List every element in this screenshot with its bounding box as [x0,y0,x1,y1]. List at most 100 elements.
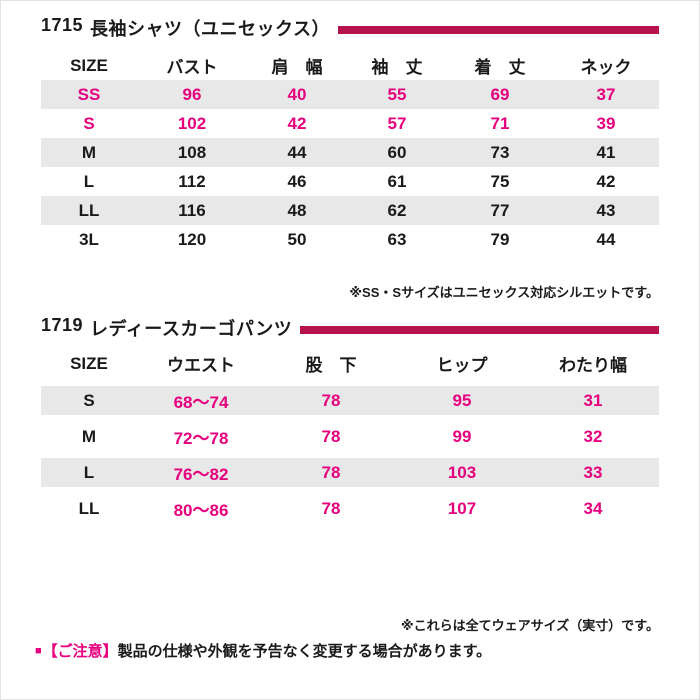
size-cell: M [81,142,97,162]
value-cell: 31 [583,390,603,410]
value-cell: 57 [387,113,407,133]
value-cell: 78 [321,498,341,518]
shirt-size-section: 1715 長袖シャツ（ユニセックス） SIZE バスト 肩 幅 袖 丈 着 丈 … [41,15,659,301]
caution-text: 製品の仕様や外観を予告なく変更する場合があります。 [117,643,492,660]
table-row: M 72〜78 78 99 32 [41,422,659,451]
value-cell: 77 [490,200,510,220]
column-header: わたり幅 [559,356,627,375]
value-cell: 71 [490,113,510,133]
value-cell: 75 [490,171,510,191]
shirt-size-table: SIZE バスト 肩 幅 袖 丈 着 丈 ネック SS 96 40 55 69 … [41,51,659,254]
column-header: 肩 幅 [271,58,323,77]
table-row: 3L 120 50 63 79 44 [41,225,659,254]
size-cell: L [83,462,95,482]
title-stripe [338,25,659,34]
table-row: SS 96 40 55 69 37 [41,80,659,109]
value-cell: 44 [596,229,616,249]
column-header: ウエスト [167,356,235,375]
value-cell: 116 [178,200,206,220]
value-cell: 33 [583,462,603,482]
value-cell: 42 [287,113,307,133]
table-row: L 112 46 61 75 42 [41,167,659,196]
value-cell: 61 [387,171,407,191]
column-header: SIZE [70,353,108,373]
value-cell: 120 [177,229,207,249]
value-cell: 42 [596,171,616,191]
value-cell: 43 [596,200,616,220]
value-cell: 62 [387,200,407,220]
value-cell: 39 [596,113,616,133]
value-cell: 46 [287,171,307,191]
value-cell: 44 [287,142,307,162]
value-cell: 68〜74 [173,393,229,412]
table-row: M 108 44 60 73 41 [41,138,659,167]
column-header: SIZE [70,55,108,75]
size-cell: LL [78,200,100,220]
value-cell: 37 [596,84,616,104]
value-cell: 55 [387,84,407,104]
value-cell: 80〜86 [173,501,229,520]
value-cell: 48 [287,200,307,220]
column-header: 着 丈 [474,58,526,77]
table-header-row: SIZE バスト 肩 幅 袖 丈 着 丈 ネック [41,51,659,80]
column-header: バスト [166,58,218,77]
column-header: ネック [580,58,632,77]
pants-product-name: レディースカーゴパンツ [90,319,293,339]
size-cell: M [81,426,97,446]
size-cell: LL [78,498,100,518]
square-bullet-icon: ■ [35,645,42,657]
size-cell: S [83,390,95,410]
shirt-product-code: 1715 [41,15,84,35]
size-cell: 3L [79,229,99,249]
value-cell: 103 [447,462,477,482]
value-cell: 76〜82 [173,465,229,484]
table-row: L 76〜82 78 103 33 [41,458,659,487]
column-header: 股 下 [305,356,357,375]
value-cell: 96 [182,84,202,104]
column-header: 袖 丈 [371,58,423,77]
value-cell: 72〜78 [173,429,229,448]
caution-label: 【ご注意】 [42,643,118,660]
pants-size-section: 1719 レディースカーゴパンツ SIZE ウエスト 股 下 ヒップ わたり幅 … [41,315,659,523]
size-cell: S [83,113,95,133]
value-cell: 60 [387,142,407,162]
value-cell: 63 [387,229,407,249]
value-cell: 41 [596,142,616,162]
title-stripe [300,325,659,334]
value-cell: 99 [452,426,472,446]
value-cell: 34 [583,498,603,518]
value-cell: 79 [490,229,510,249]
value-cell: 50 [287,229,307,249]
caution-note: ■【ご注意】製品の仕様や外観を予告なく変更する場合があります。 [35,640,659,661]
value-cell: 40 [287,84,307,104]
value-cell: 95 [452,390,472,410]
table-header-row: SIZE ウエスト 股 下 ヒップ わたり幅 [41,349,659,378]
shirt-section-title: 1715 長袖シャツ（ユニセックス） [41,15,330,41]
value-cell: 107 [447,498,477,518]
value-cell: 78 [321,426,341,446]
value-cell: 112 [178,171,206,191]
value-cell: 32 [583,426,603,446]
shirt-product-name: 長袖シャツ（ユニセックス） [90,19,331,39]
table-row: S 102 42 57 71 39 [41,109,659,138]
pants-section-title: 1719 レディースカーゴパンツ [41,315,292,341]
table-row: LL 80〜86 78 107 34 [41,494,659,523]
pants-product-code: 1719 [41,315,84,335]
value-cell: 69 [490,84,510,104]
pants-title-row: 1719 レディースカーゴパンツ [41,315,659,341]
table-row: LL 116 48 62 77 43 [41,196,659,225]
shirt-title-row: 1715 長袖シャツ（ユニセックス） [41,15,659,41]
value-cell: 102 [177,113,207,133]
size-cell: SS [77,84,101,104]
value-cell: 73 [490,142,510,162]
table-row: S 68〜74 78 95 31 [41,386,659,415]
size-cell: L [83,171,95,191]
pants-size-table: SIZE ウエスト 股 下 ヒップ わたり幅 S 68〜74 78 95 31 … [41,349,659,523]
unisex-note: ※SS・Sサイズはユニセックス対応シルエットです。 [349,285,659,300]
value-cell: 78 [321,390,341,410]
column-header: ヒップ [436,356,488,375]
value-cell: 78 [321,462,341,482]
wear-size-note: ※これらは全てウェアサイズ（実寸）です。 [401,618,659,633]
value-cell: 108 [177,142,207,162]
